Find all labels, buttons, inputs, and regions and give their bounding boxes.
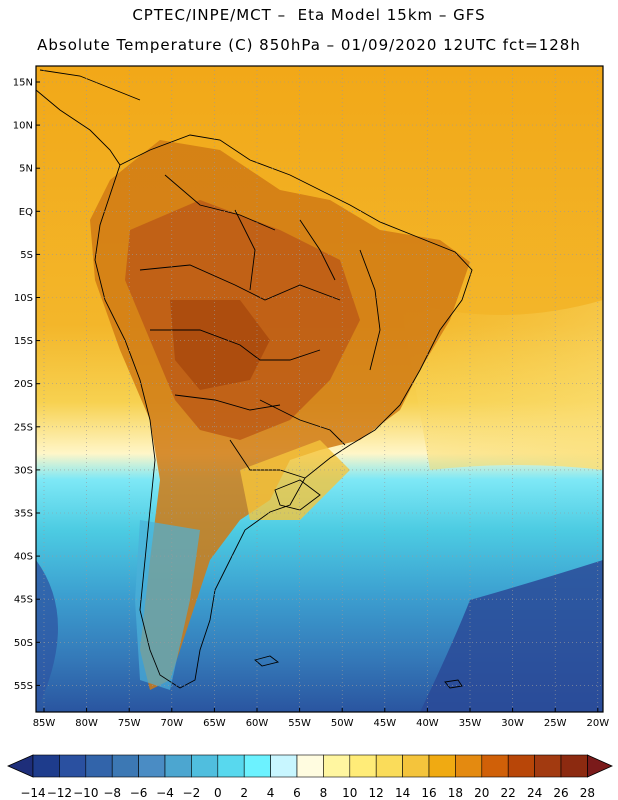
- colorbar-label: 0: [214, 786, 222, 800]
- colorbar-label: 6: [293, 786, 301, 800]
- colorbar-label: 10: [342, 786, 357, 800]
- colorbar-swatch: [164, 754, 192, 778]
- colorbar-label: −2: [183, 786, 201, 800]
- colorbar-label: 28: [580, 786, 595, 800]
- colorbar-swatch: [349, 754, 377, 778]
- colorbar-left-arrow: [7, 754, 34, 778]
- lon-label: 80W: [75, 718, 98, 729]
- lon-label: 45W: [373, 718, 396, 729]
- colorbar-swatch: [507, 754, 535, 778]
- colorbar-swatch: [85, 754, 113, 778]
- colorbar-swatch: [481, 754, 509, 778]
- lat-label: 10N: [13, 121, 33, 132]
- lat-label: 40S: [14, 552, 33, 563]
- longitude-labels: 85W 80W 75W 70W 65W 60W 55W 50W 45W 40W 35W 30W 25W 2…: [33, 708, 609, 729]
- latitude-labels: 15N 10N 5N EQ 5S 10S 15S 20S 25S 30S 35S 40S 45S 50S 5…: [13, 78, 40, 692]
- colorbar-swatch: [270, 754, 298, 778]
- colorbar-label: 18: [448, 786, 463, 800]
- lon-label: 85W: [33, 718, 56, 729]
- map-title-line2: Absolute Temperature (C) 850hPa – 01/09/…: [37, 36, 581, 54]
- lat-label: 5N: [19, 164, 33, 175]
- lat-label: 30S: [14, 465, 33, 476]
- graticule: [36, 66, 603, 712]
- lat-label: 25S: [14, 422, 33, 433]
- lon-label: 65W: [203, 718, 226, 729]
- colorbar-swatch: [560, 754, 588, 778]
- lat-label: 20S: [14, 379, 33, 390]
- colorbar-swatch: [59, 754, 87, 778]
- colorbar-swatch: [191, 754, 219, 778]
- temperature-colorbar: [7, 754, 613, 778]
- colorbar-label: −14: [20, 786, 45, 800]
- colorbar-swatch: [402, 754, 430, 778]
- colorbar-label: −8: [103, 786, 121, 800]
- colorbar-swatch: [323, 754, 351, 778]
- colorbar-swatch: [428, 754, 456, 778]
- coastlines: [36, 69, 473, 689]
- colorbar-swatch: [217, 754, 245, 778]
- colorbar-label: 12: [369, 786, 384, 800]
- temperature-field: [36, 66, 603, 712]
- lat-label: 45S: [14, 595, 33, 606]
- lat-label: 15N: [13, 78, 33, 89]
- colorbar-label: −12: [47, 786, 72, 800]
- lon-label: 25W: [544, 718, 567, 729]
- colorbar-swatch: [296, 754, 324, 778]
- colorbar-labels: −14 −12 −10 −8 −6 −4 −2 0 2 4 6 8 10 12 14 16 18 20 22 24 26…: [20, 786, 595, 800]
- lon-label: 50W: [331, 718, 354, 729]
- lat-label: 15S: [14, 336, 33, 347]
- colorbar-swatch: [243, 754, 271, 778]
- colorbar-swatch: [32, 754, 60, 778]
- lat-label: 50S: [14, 638, 33, 649]
- colorbar-right-arrow: [587, 754, 613, 778]
- colorbar-swatch: [455, 754, 483, 778]
- lat-label: 10S: [14, 293, 33, 304]
- lat-label: EQ: [19, 207, 33, 218]
- colorbar-label: −10: [73, 786, 98, 800]
- colorbar-label: −4: [156, 786, 174, 800]
- colorbar-label: 14: [395, 786, 410, 800]
- lat-label: 55S: [14, 681, 33, 692]
- lat-label: 35S: [14, 509, 33, 520]
- colorbar-swatch: [138, 754, 166, 778]
- colorbar-label: 26: [553, 786, 568, 800]
- lon-label: 70W: [160, 718, 183, 729]
- lon-label: 55W: [288, 718, 311, 729]
- lon-label: 35W: [459, 718, 482, 729]
- lon-label: 20W: [586, 718, 609, 729]
- map-title-line1: CPTEC/INPE/MCT – Eta Model 15km – GFS: [132, 6, 486, 24]
- lon-label: 60W: [246, 718, 269, 729]
- colorbar-swatch: [375, 754, 403, 778]
- colorbar-swatch: [534, 754, 562, 778]
- colorbar-label: 24: [527, 786, 542, 800]
- lon-label: 40W: [416, 718, 439, 729]
- colorbar-label: −6: [130, 786, 148, 800]
- lat-label: 5S: [20, 250, 33, 261]
- colorbar-label: 4: [267, 786, 275, 800]
- lon-label: 75W: [118, 718, 141, 729]
- colorbar-label: 20: [474, 786, 489, 800]
- colorbar-swatch: [111, 754, 139, 778]
- map-frame: [35, 65, 604, 713]
- colorbar-label: 8: [320, 786, 328, 800]
- lon-label: 30W: [501, 718, 524, 729]
- colorbar-label: 22: [501, 786, 516, 800]
- colorbar-label: 2: [240, 786, 248, 800]
- colorbar-label: 16: [421, 786, 436, 800]
